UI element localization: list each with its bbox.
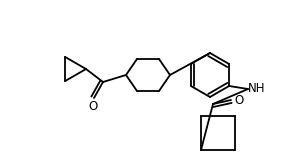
Text: O: O	[234, 94, 244, 107]
Text: NH: NH	[248, 82, 266, 95]
Text: O: O	[88, 100, 98, 114]
